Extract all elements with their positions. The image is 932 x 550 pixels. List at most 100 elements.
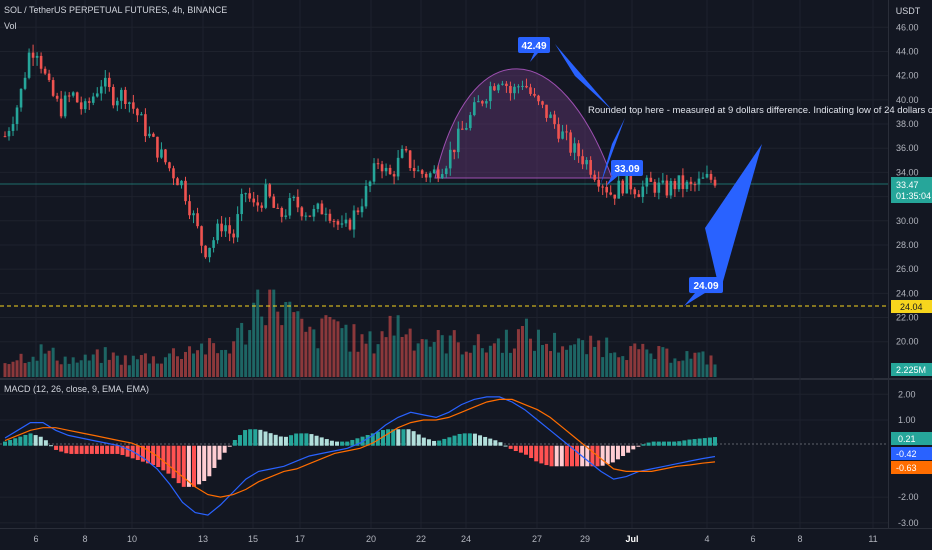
volume-bar bbox=[79, 360, 83, 377]
candle-body bbox=[51, 80, 55, 96]
histogram-bar bbox=[467, 433, 472, 446]
histogram-bar bbox=[539, 445, 544, 464]
histogram-bar bbox=[432, 440, 437, 446]
volume-bar bbox=[280, 325, 284, 377]
signal-badge-text: -0.63 bbox=[896, 463, 917, 473]
candle-body bbox=[420, 170, 424, 174]
histogram-bar bbox=[304, 433, 309, 446]
histogram-bar bbox=[299, 433, 304, 446]
volume-bar bbox=[3, 363, 7, 377]
histogram-bar bbox=[100, 445, 105, 454]
candle-body bbox=[657, 182, 661, 193]
histogram-bar bbox=[447, 437, 452, 446]
candle-body bbox=[573, 143, 576, 153]
volume-bar bbox=[340, 328, 344, 377]
candle-body bbox=[99, 86, 103, 94]
candle-body bbox=[605, 187, 608, 193]
histogram-bar bbox=[692, 439, 697, 446]
candle-body bbox=[621, 180, 625, 194]
candle-body bbox=[204, 245, 207, 258]
histogram-bar bbox=[84, 445, 89, 454]
volume-bar bbox=[653, 358, 657, 377]
neckline-callout[interactable] bbox=[611, 160, 643, 176]
candle-body bbox=[67, 95, 71, 97]
peak-arrow[interactable] bbox=[555, 44, 612, 110]
histogram-bar bbox=[18, 436, 23, 446]
candle-body bbox=[160, 149, 163, 158]
volume-bar bbox=[601, 357, 605, 377]
candle-body bbox=[645, 177, 649, 187]
volume-bar bbox=[512, 348, 516, 377]
candle-body bbox=[416, 170, 420, 172]
macd-tick-label: -2.00 bbox=[898, 492, 919, 502]
histogram-bar bbox=[615, 445, 620, 460]
peak-callout-text: 42.49 bbox=[521, 41, 546, 52]
volume-bar bbox=[312, 329, 316, 377]
volume-bar bbox=[192, 353, 196, 377]
candle-body bbox=[87, 101, 91, 103]
candle-body bbox=[440, 174, 444, 179]
volume-bar bbox=[617, 357, 621, 377]
time-tick-label: 20 bbox=[366, 534, 376, 544]
candle-body bbox=[653, 181, 657, 193]
volume-bar bbox=[47, 350, 51, 377]
volume-bar bbox=[103, 347, 107, 377]
histogram-bar bbox=[544, 445, 549, 466]
histogram-bar bbox=[43, 440, 48, 446]
neckline-arrow[interactable] bbox=[600, 118, 625, 186]
candle-body bbox=[224, 225, 227, 232]
target-price-text: 24.04 bbox=[900, 302, 923, 312]
volume-bar bbox=[504, 329, 508, 377]
volume-bars bbox=[3, 289, 717, 377]
histogram-bar bbox=[656, 441, 661, 446]
candle-body bbox=[412, 167, 416, 172]
histogram-bar bbox=[329, 440, 334, 446]
histogram-bar bbox=[610, 445, 615, 463]
volume-bar bbox=[484, 352, 488, 377]
volume-bar bbox=[488, 345, 492, 377]
rounded-top-shape[interactable] bbox=[434, 68, 613, 179]
histogram-bar bbox=[498, 442, 503, 446]
volume-bar bbox=[460, 354, 464, 377]
candle-body bbox=[340, 223, 344, 225]
candle-body bbox=[15, 107, 19, 125]
histogram-bar bbox=[54, 445, 59, 450]
histogram-bar bbox=[682, 440, 687, 446]
peak-callout[interactable] bbox=[518, 37, 550, 53]
volume-bar bbox=[537, 329, 541, 377]
price-tick-label: 24.00 bbox=[896, 288, 919, 298]
volume-bar bbox=[19, 353, 23, 377]
annotation-note[interactable]: Rounded top here - measured at 9 dollars… bbox=[588, 105, 932, 116]
candle-body bbox=[521, 85, 524, 87]
candle-body bbox=[59, 98, 63, 117]
candle-body bbox=[176, 178, 179, 186]
volume-bar bbox=[220, 350, 224, 377]
time-tick-label: 29 bbox=[580, 534, 590, 544]
volume-bar bbox=[360, 334, 364, 377]
volume-bar bbox=[549, 351, 553, 377]
peak-callout-pointer bbox=[530, 53, 538, 62]
volume-bar bbox=[404, 334, 408, 377]
candle-body bbox=[444, 168, 448, 175]
volume-bar bbox=[673, 358, 677, 377]
volume-bar bbox=[424, 339, 428, 377]
volume-bar bbox=[585, 354, 589, 377]
candle-body bbox=[336, 221, 340, 225]
time-tick-label: Jul bbox=[625, 534, 638, 544]
candle-body bbox=[212, 240, 215, 248]
candle-body bbox=[39, 55, 43, 69]
candle-body bbox=[485, 101, 488, 104]
volume-bar bbox=[204, 354, 208, 377]
volume-bar bbox=[344, 324, 348, 377]
volume-bar bbox=[167, 353, 171, 377]
candle-body bbox=[589, 160, 592, 175]
candle-body bbox=[545, 104, 548, 118]
target-callout[interactable] bbox=[689, 277, 723, 293]
histogram-bar bbox=[120, 445, 125, 456]
volume-bar bbox=[368, 331, 372, 377]
candle-body bbox=[256, 202, 260, 206]
target-arrow[interactable] bbox=[705, 144, 762, 292]
volume-bar bbox=[665, 348, 669, 377]
histogram-bar bbox=[217, 445, 222, 460]
